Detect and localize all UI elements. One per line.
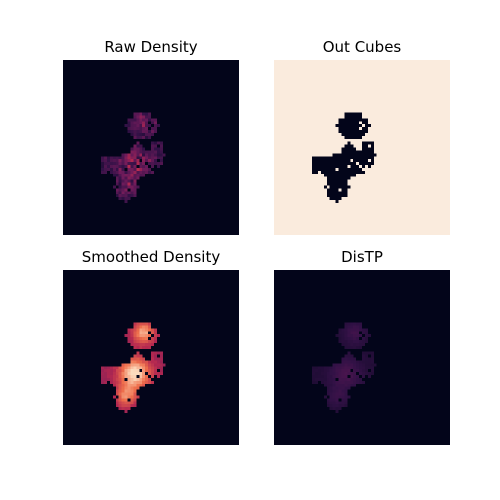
panel-title-smoothed-density: Smoothed Density (81, 248, 221, 266)
panel-title-out-cubes: Out Cubes (322, 38, 402, 56)
panel-title-distp: DisTP (341, 248, 383, 266)
raw-density-image (63, 60, 239, 235)
out-cubes-image (274, 60, 450, 235)
distp-image (274, 270, 450, 445)
smoothed-density-image (63, 270, 239, 445)
panel-title-raw-density: Raw Density (104, 38, 198, 56)
